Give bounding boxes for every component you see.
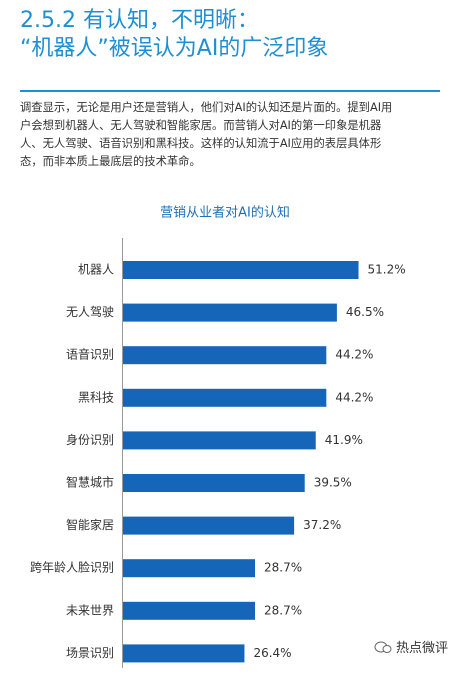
paragraph-line: 户会想到机器人、无人驾驶和智能家居。而营销人对AI的第一印象是机器 — [20, 119, 382, 132]
bar — [123, 431, 316, 450]
value-label: 51.2% — [368, 263, 406, 277]
bar — [123, 644, 245, 663]
bar — [123, 601, 256, 620]
category-label: 智能家居 — [66, 517, 114, 532]
title-line: “机器人”被误认为AI的广泛印象 — [20, 36, 329, 61]
bar — [123, 261, 359, 279]
category-label: 场景识别 — [66, 646, 114, 660]
paragraph-line: 人、无人驾驶、语音识别和黑科技。这样的认知流于AI应用的表层具体形 — [20, 137, 382, 150]
watermark: 热点微评 — [374, 637, 448, 656]
watermark-text: 热点微评 — [395, 641, 448, 656]
category-label: 黑科技 — [78, 390, 114, 404]
paragraph: 调查显示，无论是用户还是营销人，他们对AI的认知还是片面的。提到AI用 户会想到… — [20, 99, 450, 171]
value-label: 46.5% — [346, 305, 384, 319]
paragraph-line: 态，而非本质上最底层的技术革命。 — [20, 155, 201, 168]
category-label: 身份识别 — [66, 432, 114, 447]
category-label: 智慧城市 — [66, 475, 114, 490]
value-label: 28.7% — [264, 561, 302, 575]
value-label: 39.5% — [314, 476, 352, 490]
value-label: 28.7% — [264, 603, 302, 617]
bar — [123, 303, 337, 322]
paragraph-line: 调查显示，无论是用户还是营销人，他们对AI的认知还是片面的。提到AI用 — [20, 101, 393, 114]
value-label: 26.4% — [253, 646, 291, 660]
title-line: 2.5.2 有认知，不明晰： — [20, 8, 259, 33]
bar — [123, 346, 327, 365]
category-label: 跨年龄人脸识别 — [30, 561, 114, 575]
category-label: 未来世界 — [66, 603, 114, 617]
value-label: 41.9% — [325, 433, 363, 447]
bar — [123, 474, 305, 492]
value-label: 44.2% — [335, 348, 373, 362]
watermark-icon — [374, 641, 392, 653]
bar — [123, 516, 295, 535]
chart-title: 营销从业者对AI的认知 — [160, 205, 290, 221]
category-label: 无人驾驶 — [66, 304, 114, 319]
bar — [123, 388, 327, 407]
bar — [123, 559, 256, 578]
category-label: 机器人 — [78, 263, 114, 277]
value-label: 37.2% — [303, 518, 341, 532]
value-label: 44.2% — [335, 390, 373, 404]
title-rule — [20, 90, 440, 92]
category-label: 语音识别 — [66, 347, 114, 362]
chart: 营销从业者对AI的认知 机器人 51.2% 无人驾驶 46.5% 语音识别 44.2% 黑科… — [30, 205, 406, 668]
